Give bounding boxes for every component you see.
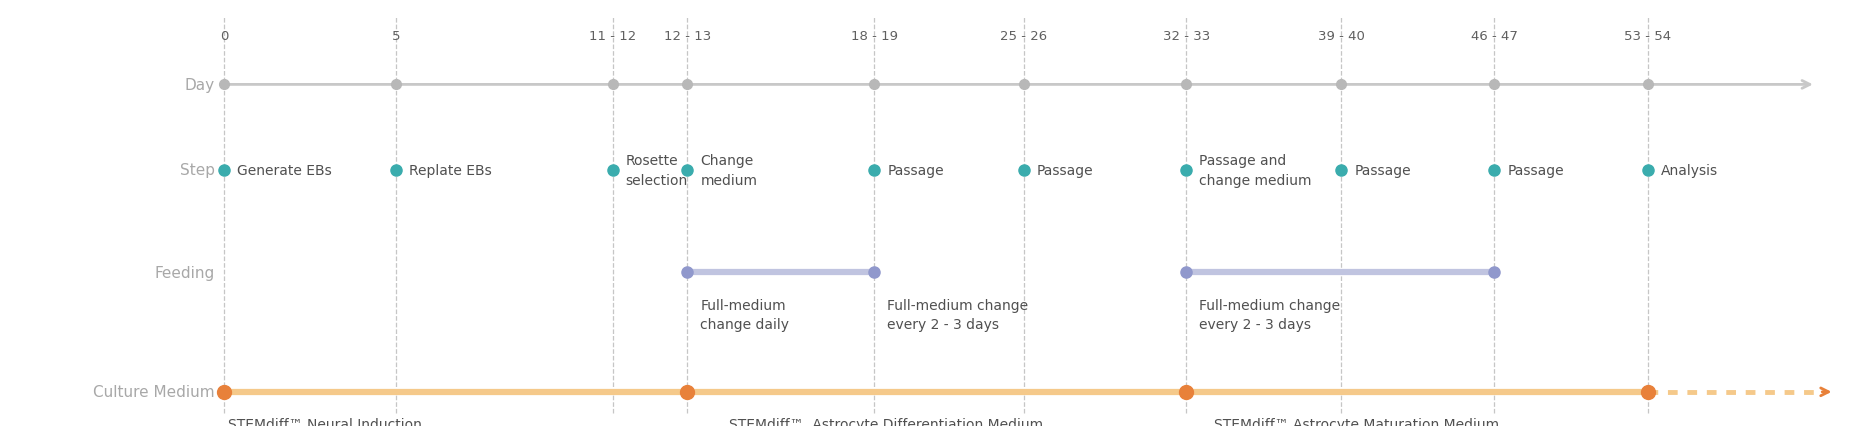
Text: STEMdiff™ Astrocyte Maturation Medium: STEMdiff™ Astrocyte Maturation Medium bbox=[1214, 417, 1500, 426]
Text: Feeding: Feeding bbox=[155, 265, 215, 280]
Text: Replate EBs: Replate EBs bbox=[409, 164, 491, 177]
Text: Passage: Passage bbox=[887, 164, 943, 177]
Text: Full-medium
change daily: Full-medium change daily bbox=[700, 298, 790, 331]
Text: Change
medium: Change medium bbox=[700, 154, 758, 187]
Text: Rosette
selection: Rosette selection bbox=[626, 154, 687, 187]
Text: Passage: Passage bbox=[1507, 164, 1564, 177]
Text: Passage: Passage bbox=[1354, 164, 1410, 177]
Text: 18 - 19: 18 - 19 bbox=[850, 30, 899, 43]
Text: 12 - 13: 12 - 13 bbox=[663, 30, 712, 43]
Text: STEMdiff™ Neural Induction
Medium + SMADi: STEMdiff™ Neural Induction Medium + SMAD… bbox=[228, 417, 422, 426]
Text: Full-medium change
every 2 - 3 days: Full-medium change every 2 - 3 days bbox=[887, 298, 1029, 331]
Text: Step: Step bbox=[179, 163, 215, 178]
Text: Analysis: Analysis bbox=[1661, 164, 1719, 177]
Text: Passage and
change medium: Passage and change medium bbox=[1199, 154, 1311, 187]
Text: 32 - 33: 32 - 33 bbox=[1162, 30, 1210, 43]
Text: 46 - 47: 46 - 47 bbox=[1470, 30, 1519, 43]
Text: 0: 0 bbox=[220, 30, 228, 43]
Text: Generate EBs: Generate EBs bbox=[237, 164, 333, 177]
Text: Day: Day bbox=[185, 78, 215, 93]
Text: 39 - 40: 39 - 40 bbox=[1317, 30, 1366, 43]
Text: 5: 5 bbox=[392, 30, 400, 43]
Text: 25 - 26: 25 - 26 bbox=[999, 30, 1048, 43]
Text: Culture Medium: Culture Medium bbox=[93, 384, 215, 400]
Text: Full-medium change
every 2 - 3 days: Full-medium change every 2 - 3 days bbox=[1199, 298, 1341, 331]
Text: STEMdiff™  Astrocyte Differentiation Medium: STEMdiff™ Astrocyte Differentiation Medi… bbox=[729, 417, 1042, 426]
Text: Passage: Passage bbox=[1037, 164, 1093, 177]
Text: 11 - 12: 11 - 12 bbox=[588, 30, 637, 43]
Text: 53 - 54: 53 - 54 bbox=[1623, 30, 1672, 43]
